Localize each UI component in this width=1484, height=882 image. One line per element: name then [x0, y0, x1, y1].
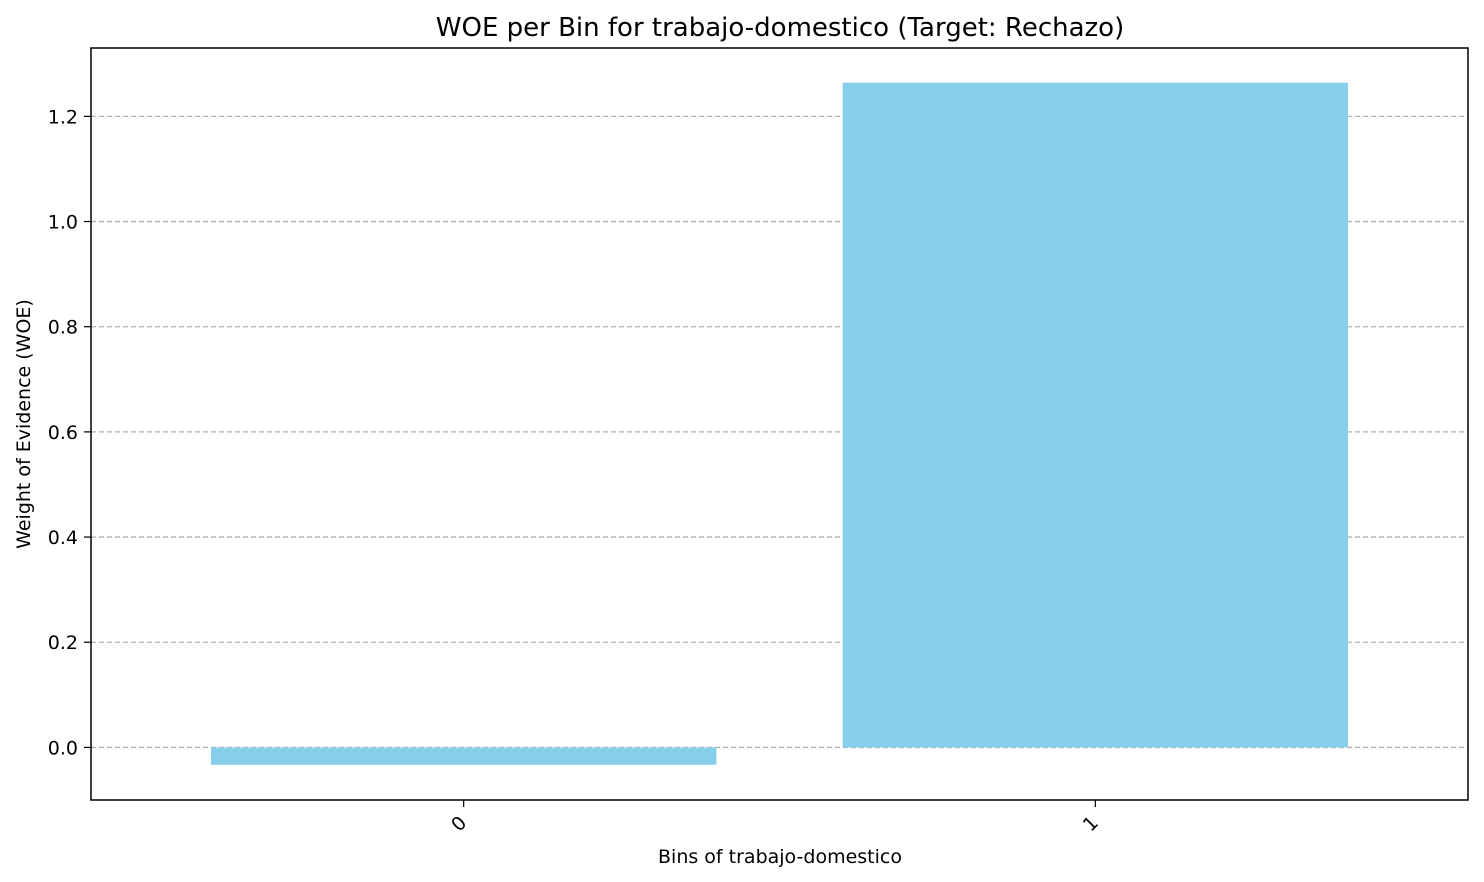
chart-title: WOE per Bin for trabajo-domestico (Targe…: [436, 13, 1124, 43]
bar-1: [842, 82, 1348, 748]
x-tick-label: 0: [447, 812, 471, 836]
y-tick-label: 0.6: [48, 422, 78, 444]
y-tick-label: 1.0: [48, 212, 78, 234]
plot-frame: [90, 47, 1469, 801]
bar-0: [211, 747, 717, 765]
y-tick-label: 0.0: [48, 737, 78, 759]
bars: [211, 82, 1348, 765]
y-axis-ticks: 0.0 0.2 0.4 0.6 0.8 1.0 1.2: [48, 106, 91, 759]
x-axis-label: Bins of trabajo-domestico: [658, 846, 902, 868]
y-axis-label: Weight of Evidence (WOE): [13, 299, 35, 549]
x-tick-label: 1: [1079, 812, 1103, 836]
y-tick-label: 0.4: [48, 527, 78, 549]
y-tick-label: 0.2: [48, 632, 78, 654]
y-tick-label: 1.2: [48, 106, 78, 128]
y-tick-label: 0.8: [48, 317, 78, 339]
